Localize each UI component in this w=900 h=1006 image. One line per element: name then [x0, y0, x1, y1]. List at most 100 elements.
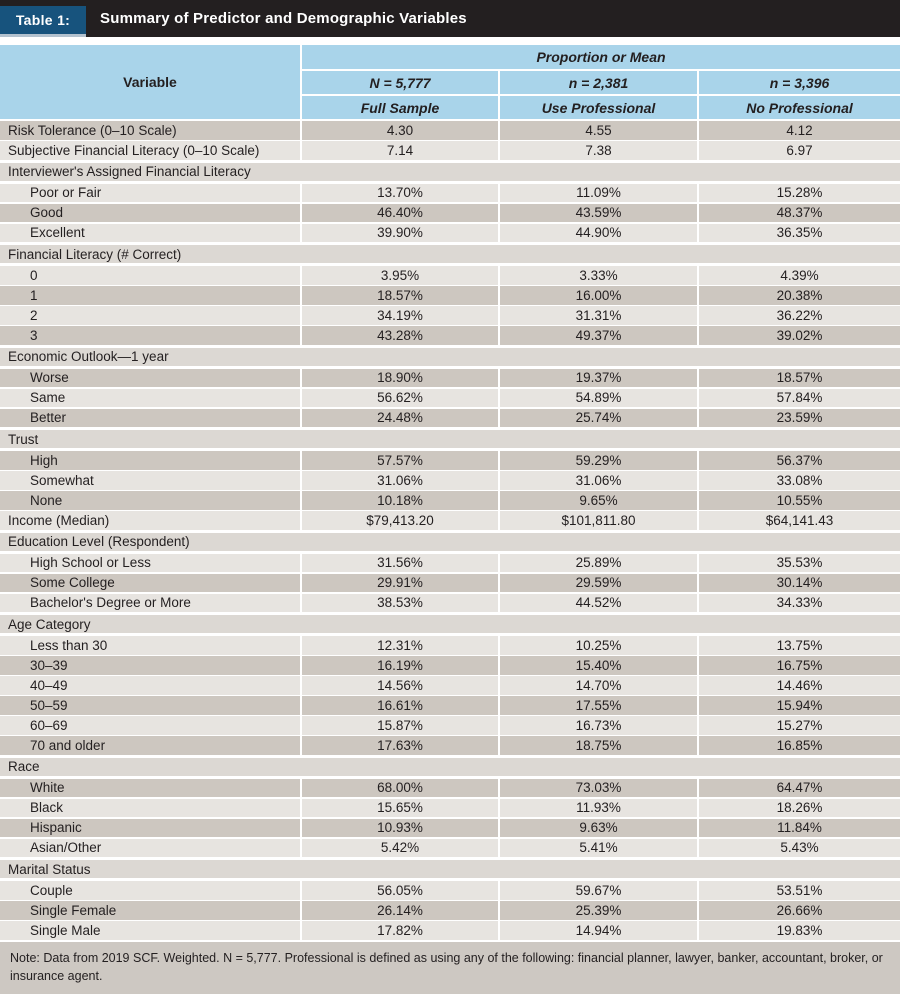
row-value: 43.59% [500, 203, 697, 222]
table-row: 30–39 16.19% 15.40% 16.75% [0, 656, 900, 675]
row-value: 57.57% [302, 451, 498, 470]
table-row: 1 18.57% 16.00% 20.38% [0, 286, 900, 305]
table-row: High 57.57% 59.29% 56.37% [0, 451, 900, 470]
row-value: 59.29% [500, 451, 697, 470]
row-value: 17.55% [500, 696, 697, 715]
row-value: 15.94% [699, 696, 900, 715]
row-value: 7.38 [500, 141, 697, 160]
row-value: 15.27% [699, 716, 900, 735]
row-value: 10.55% [699, 491, 900, 510]
row-label: Some College [0, 573, 300, 592]
table-body: Risk Tolerance (0–10 Scale) 4.30 4.55 4.12 S… [0, 121, 900, 940]
row-value: 34.19% [302, 306, 498, 325]
col-header-variable: Variable [0, 45, 300, 119]
table-row: Single Female 26.14% 25.39% 26.66% [0, 901, 900, 920]
table-note: Note: Data from 2019 SCF. Weighted. N = … [0, 941, 900, 994]
row-value: 18.26% [699, 798, 900, 817]
row-value: 10.18% [302, 491, 498, 510]
row-label: Same [0, 388, 300, 407]
row-value: 19.83% [699, 921, 900, 940]
row-label: None [0, 491, 300, 510]
row-value: $64,141.43 [699, 511, 900, 530]
row-value: 26.66% [699, 901, 900, 920]
row-value: 4.12 [699, 121, 900, 140]
table-row: Same 56.62% 54.89% 57.84% [0, 388, 900, 407]
row-value: 24.48% [302, 408, 498, 427]
row-label: 2 [0, 306, 300, 325]
row-value: 13.70% [302, 183, 498, 202]
row-value: 25.74% [500, 408, 697, 427]
row-value: 39.90% [302, 223, 498, 242]
row-label: 40–49 [0, 676, 300, 695]
row-value: 14.56% [302, 676, 498, 695]
row-value: 25.89% [500, 553, 697, 572]
row-label: Worse [0, 368, 300, 387]
row-value: 57.84% [699, 388, 900, 407]
row-value: 29.59% [500, 573, 697, 592]
row-value: 16.61% [302, 696, 498, 715]
row-value: 36.22% [699, 306, 900, 325]
row-value: 15.28% [699, 183, 900, 202]
row-label: 50–59 [0, 696, 300, 715]
row-value: 29.91% [302, 573, 498, 592]
row-value: 15.65% [302, 798, 498, 817]
row-value: 5.42% [302, 838, 498, 857]
row-value: 43.28% [302, 326, 498, 345]
col-header-n-use: n = 2,381 [500, 71, 697, 94]
row-label: Income (Median) [0, 511, 300, 530]
table-row: 70 and older 17.63% 18.75% 16.85% [0, 736, 900, 755]
col-header-n-no: n = 3,396 [699, 71, 900, 94]
table-row: 3 43.28% 49.37% 39.02% [0, 326, 900, 345]
row-value: 7.14 [302, 141, 498, 160]
row-value: 14.70% [500, 676, 697, 695]
row-label: Asian/Other [0, 838, 300, 857]
row-label: Black [0, 798, 300, 817]
row-value: 10.93% [302, 818, 498, 837]
row-value: $79,413.20 [302, 511, 498, 530]
row-value: 73.03% [500, 778, 697, 797]
row-value: 16.19% [302, 656, 498, 675]
row-value: 9.63% [500, 818, 697, 837]
row-value: 11.93% [500, 798, 697, 817]
row-label: Single Male [0, 921, 300, 940]
row-value: 16.73% [500, 716, 697, 735]
table-row: 50–59 16.61% 17.55% 15.94% [0, 696, 900, 715]
row-value: 14.46% [699, 676, 900, 695]
row-value: 15.40% [500, 656, 697, 675]
row-value: $101,811.80 [500, 511, 697, 530]
row-value: 20.38% [699, 286, 900, 305]
row-value: 23.59% [699, 408, 900, 427]
table-row: Single Male 17.82% 14.94% 19.83% [0, 921, 900, 940]
row-label: Poor or Fair [0, 183, 300, 202]
row-value: 46.40% [302, 203, 498, 222]
row-label: 70 and older [0, 736, 300, 755]
row-value: 10.25% [500, 636, 697, 655]
row-value: 64.47% [699, 778, 900, 797]
table-row: Poor or Fair 13.70% 11.09% 15.28% [0, 183, 900, 202]
row-value: 31.31% [500, 306, 697, 325]
row-value: 56.37% [699, 451, 900, 470]
row-value: 54.89% [500, 388, 697, 407]
table-row: Risk Tolerance (0–10 Scale) 4.30 4.55 4.12 [0, 121, 900, 140]
col-header-group-block: Proportion or Mean N = 5,777 n = 2,381 n… [300, 45, 900, 119]
row-label: High School or Less [0, 553, 300, 572]
row-value: 16.75% [699, 656, 900, 675]
row-value: 38.53% [302, 593, 498, 612]
row-value: 17.63% [302, 736, 498, 755]
table-row: High School or Less 31.56% 25.89% 35.53% [0, 553, 900, 572]
row-label: High [0, 451, 300, 470]
table-row: None 10.18% 9.65% 10.55% [0, 491, 900, 510]
row-value: 4.39% [699, 266, 900, 285]
row-value: 35.53% [699, 553, 900, 572]
section-header-row: Marital Status [0, 860, 900, 878]
row-value: 26.14% [302, 901, 498, 920]
row-label: 30–39 [0, 656, 300, 675]
table-row: Somewhat 31.06% 31.06% 33.08% [0, 471, 900, 490]
table-row: Worse 18.90% 19.37% 18.57% [0, 368, 900, 387]
table-row: Excellent 39.90% 44.90% 36.35% [0, 223, 900, 242]
row-value: 12.31% [302, 636, 498, 655]
table-row: White 68.00% 73.03% 64.47% [0, 778, 900, 797]
row-value: 14.94% [500, 921, 697, 940]
row-value: 19.37% [500, 368, 697, 387]
section-header-row: Trust [0, 430, 900, 448]
